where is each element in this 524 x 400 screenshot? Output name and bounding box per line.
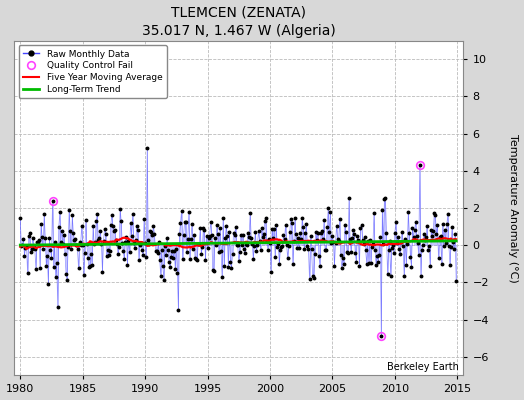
Title: TLEMCEN (ZENATA)
35.017 N, 1.467 W (Algeria): TLEMCEN (ZENATA) 35.017 N, 1.467 W (Alge… (142, 6, 336, 38)
Text: Berkeley Earth: Berkeley Earth (387, 362, 459, 372)
Y-axis label: Temperature Anomaly (°C): Temperature Anomaly (°C) (508, 134, 518, 282)
Legend: Raw Monthly Data, Quality Control Fail, Five Year Moving Average, Long-Term Tren: Raw Monthly Data, Quality Control Fail, … (18, 45, 167, 98)
